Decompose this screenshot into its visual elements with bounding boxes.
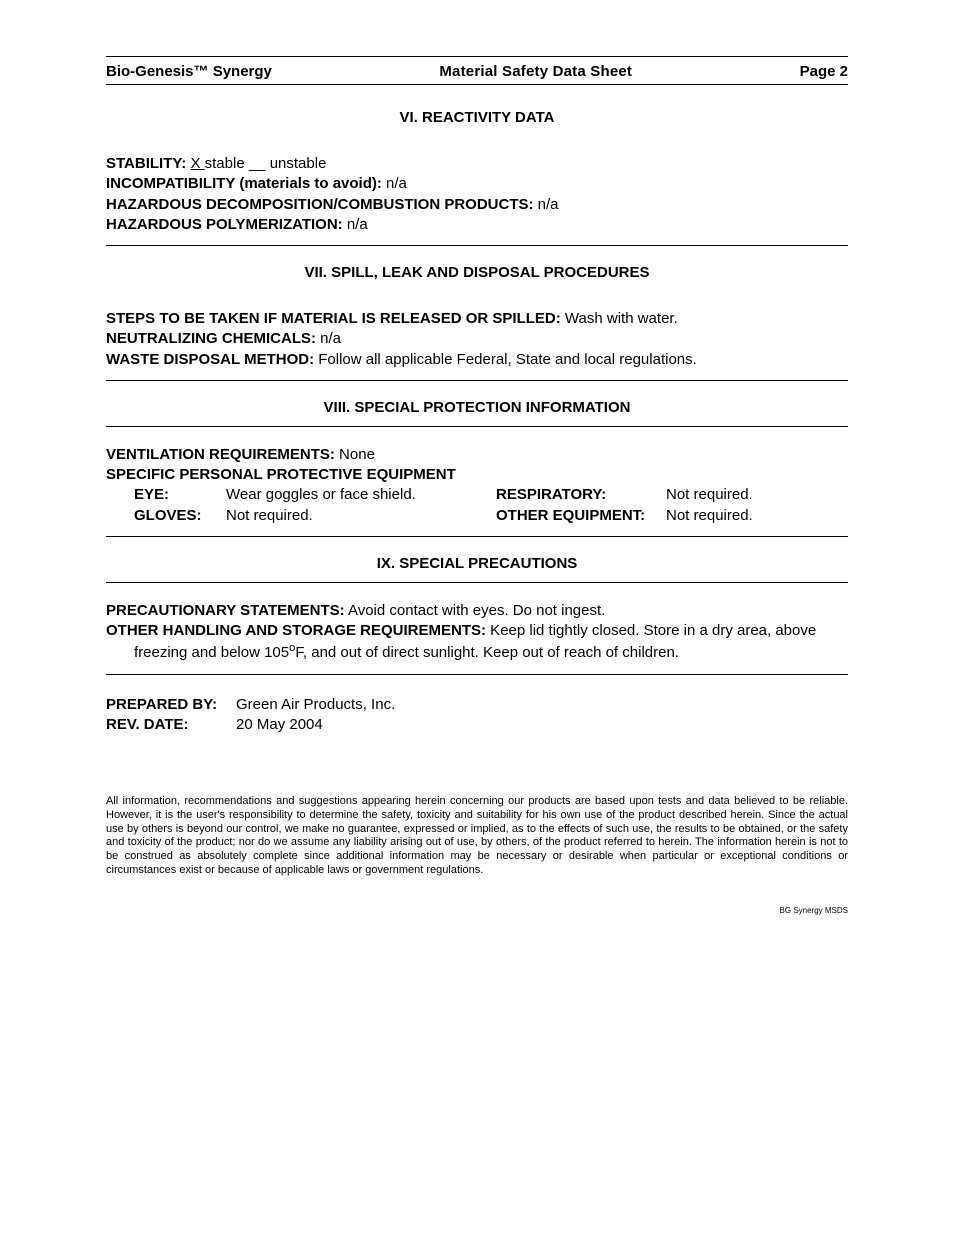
page-header: Bio-Genesis™ Synergy Material Safety Dat… (106, 63, 848, 84)
polym-value: n/a (343, 216, 368, 233)
neutral-value: n/a (316, 330, 341, 347)
prepared-by-label: PREPARED BY: (106, 695, 236, 715)
other-value: Not required. (666, 506, 848, 526)
footer-tag: BG Synergy MSDS (106, 906, 848, 915)
stability-unstable-text: unstable (270, 155, 327, 172)
vent-label: VENTILATION REQUIREMENTS: (106, 446, 335, 463)
handling-value-2b: F, and out of direct sunlight. Keep out … (295, 644, 679, 661)
rule-under-ix (106, 582, 848, 583)
resp-label: RESPIRATORY: (496, 485, 666, 505)
section-vi-body: STABILITY: X stable __ unstable INCOMPAT… (106, 154, 848, 235)
waste-value: Follow all applicable Federal, State and… (314, 351, 697, 368)
decomp-label: HAZARDOUS DECOMPOSITION/COMBUSTION PRODU… (106, 196, 534, 213)
handling-value-2a: freezing and below 105 (134, 644, 289, 661)
eye-label: EYE: (134, 485, 226, 505)
neutral-label: NEUTRALIZING CHEMICALS: (106, 330, 316, 347)
disclaimer-text: All information, recommendations and sug… (106, 795, 848, 878)
section-vii-title: VII. SPILL, LEAK AND DISPOSAL PROCEDURES (106, 264, 848, 281)
vent-value: None (335, 446, 375, 463)
section-viii-title: VIII. SPECIAL PROTECTION INFORMATION (106, 399, 848, 416)
polym-label: HAZARDOUS POLYMERIZATION: (106, 216, 343, 233)
ppe-label: SPECIFIC PERSONAL PROTECTIVE EQUIPMENT (106, 466, 456, 483)
stability-checked: X (190, 155, 204, 172)
rule-after-vii (106, 380, 848, 381)
rev-date-value: 20 May 2004 (236, 715, 848, 735)
ppe-grid: EYE: Wear goggles or face shield. RESPIR… (134, 485, 848, 526)
rule-after-ix (106, 674, 848, 675)
eye-value: Wear goggles or face shield. (226, 485, 496, 505)
precaution-value: Avoid contact with eyes. Do not ingest. (345, 602, 606, 619)
decomp-value: n/a (534, 196, 559, 213)
section-ix-body: PRECAUTIONARY STATEMENTS: Avoid contact … (106, 601, 848, 664)
header-rule-bottom (106, 84, 848, 85)
gloves-label: GLOVES: (134, 506, 226, 526)
incompat-value: n/a (382, 175, 407, 192)
steps-label: STEPS TO BE TAKEN IF MATERIAL IS RELEASE… (106, 310, 561, 327)
rule-after-vi (106, 245, 848, 246)
other-label: OTHER EQUIPMENT: (496, 506, 666, 526)
waste-label: WASTE DISPOSAL METHOD: (106, 351, 314, 368)
header-product: Bio-Genesis™ Synergy (106, 63, 272, 80)
header-title: Material Safety Data Sheet (439, 63, 632, 80)
page-container: Bio-Genesis™ Synergy Material Safety Dat… (0, 0, 954, 1235)
header-rule-top (106, 56, 848, 57)
gloves-value: Not required. (226, 506, 496, 526)
stability-stable-text: stable (205, 155, 245, 172)
section-vii-body: STEPS TO BE TAKEN IF MATERIAL IS RELEASE… (106, 309, 848, 370)
rule-under-viii (106, 426, 848, 427)
resp-value: Not required. (666, 485, 848, 505)
section-viii-body: VENTILATION REQUIREMENTS: None SPECIFIC … (106, 445, 848, 526)
incompat-label: INCOMPATIBILITY (materials to avoid): (106, 175, 382, 192)
prepared-block: PREPARED BY: Green Air Products, Inc. RE… (106, 695, 848, 736)
precaution-label: PRECAUTIONARY STATEMENTS: (106, 602, 345, 619)
header-page: Page 2 (800, 63, 848, 80)
handling-label: OTHER HANDLING AND STORAGE REQUIREMENTS: (106, 622, 486, 639)
stability-blank: __ (249, 155, 270, 172)
handling-value-1: Keep lid tightly closed. Store in a dry … (486, 622, 816, 639)
rev-date-label: REV. DATE: (106, 715, 236, 735)
section-ix-title: IX. SPECIAL PRECAUTIONS (106, 555, 848, 572)
stability-label: STABILITY: (106, 155, 186, 172)
steps-value: Wash with water. (561, 310, 678, 327)
prepared-by-value: Green Air Products, Inc. (236, 695, 848, 715)
rule-after-viii (106, 536, 848, 537)
section-vi-title: VI. REACTIVITY DATA (106, 109, 848, 126)
